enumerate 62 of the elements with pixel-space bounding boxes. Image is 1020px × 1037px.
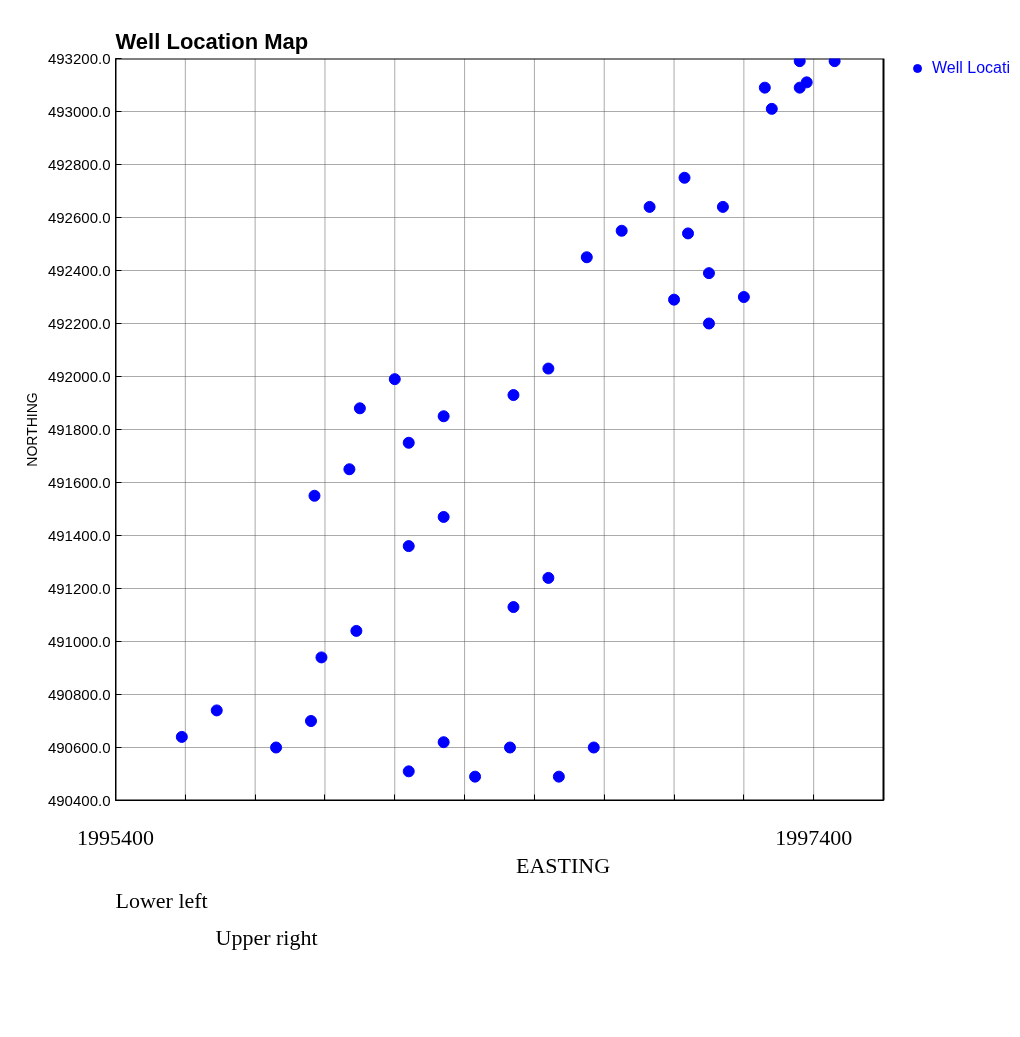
point	[210, 704, 223, 717]
point	[437, 410, 450, 423]
y-tick-label: 491800.0	[47, 420, 111, 438]
point	[503, 741, 516, 754]
y-tick-label: 490800.0	[47, 685, 111, 703]
point	[615, 224, 628, 237]
point	[542, 362, 555, 375]
point	[643, 200, 656, 213]
y-tick-label: 491400.0	[47, 526, 111, 544]
point	[580, 251, 593, 264]
point	[702, 317, 715, 330]
point	[353, 402, 366, 415]
y-tick-label: 490600.0	[47, 738, 111, 756]
y-axis-title: NORTHING	[23, 392, 40, 467]
point	[793, 58, 806, 68]
point	[388, 373, 401, 386]
point	[343, 463, 356, 476]
point	[758, 81, 771, 94]
point	[270, 741, 283, 754]
y-tick-label: 493200.0	[47, 49, 111, 67]
point	[402, 540, 415, 553]
point	[716, 200, 729, 213]
point	[682, 227, 695, 240]
point	[542, 571, 555, 584]
point	[175, 730, 188, 743]
point	[828, 58, 841, 68]
point	[402, 436, 415, 449]
point	[304, 715, 317, 727]
y-tick-label: 492600.0	[47, 208, 111, 226]
point	[702, 267, 715, 280]
y-tick-label: 491200.0	[47, 579, 111, 597]
point	[552, 770, 565, 783]
point	[668, 293, 681, 306]
x-tick-label: 1995400	[77, 824, 154, 850]
point	[507, 601, 520, 614]
point	[507, 389, 520, 402]
y-tick-label: 490400.0	[47, 791, 111, 809]
x-axis-title: EASTING	[515, 852, 611, 878]
point	[437, 510, 450, 523]
y-tick-label: 492000.0	[47, 367, 111, 385]
legend-label: Well Locati	[932, 59, 1010, 77]
point	[587, 741, 600, 754]
point	[678, 171, 691, 184]
chart-title: Well Location Map	[115, 28, 309, 54]
point	[402, 765, 415, 778]
text: Lower left	[115, 887, 208, 913]
point	[308, 489, 321, 502]
point	[737, 291, 750, 303]
y-tick-label: 492800.0	[47, 155, 111, 173]
point	[765, 102, 778, 115]
text: Upper right	[215, 924, 318, 950]
x-tick-label: 1997400	[775, 824, 853, 850]
y-tick-label: 491000.0	[47, 632, 111, 650]
point	[469, 770, 482, 783]
y-tick-label: 492200.0	[47, 314, 111, 332]
point	[437, 736, 450, 749]
y-tick-label: 492400.0	[47, 261, 111, 279]
point	[350, 624, 363, 637]
y-tick-label: 491600.0	[47, 473, 111, 491]
point	[800, 76, 813, 89]
y-tick-label: 493000.0	[47, 102, 111, 120]
point	[315, 651, 328, 664]
